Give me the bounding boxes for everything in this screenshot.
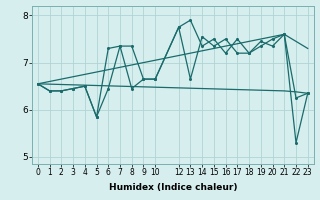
- X-axis label: Humidex (Indice chaleur): Humidex (Indice chaleur): [108, 183, 237, 192]
